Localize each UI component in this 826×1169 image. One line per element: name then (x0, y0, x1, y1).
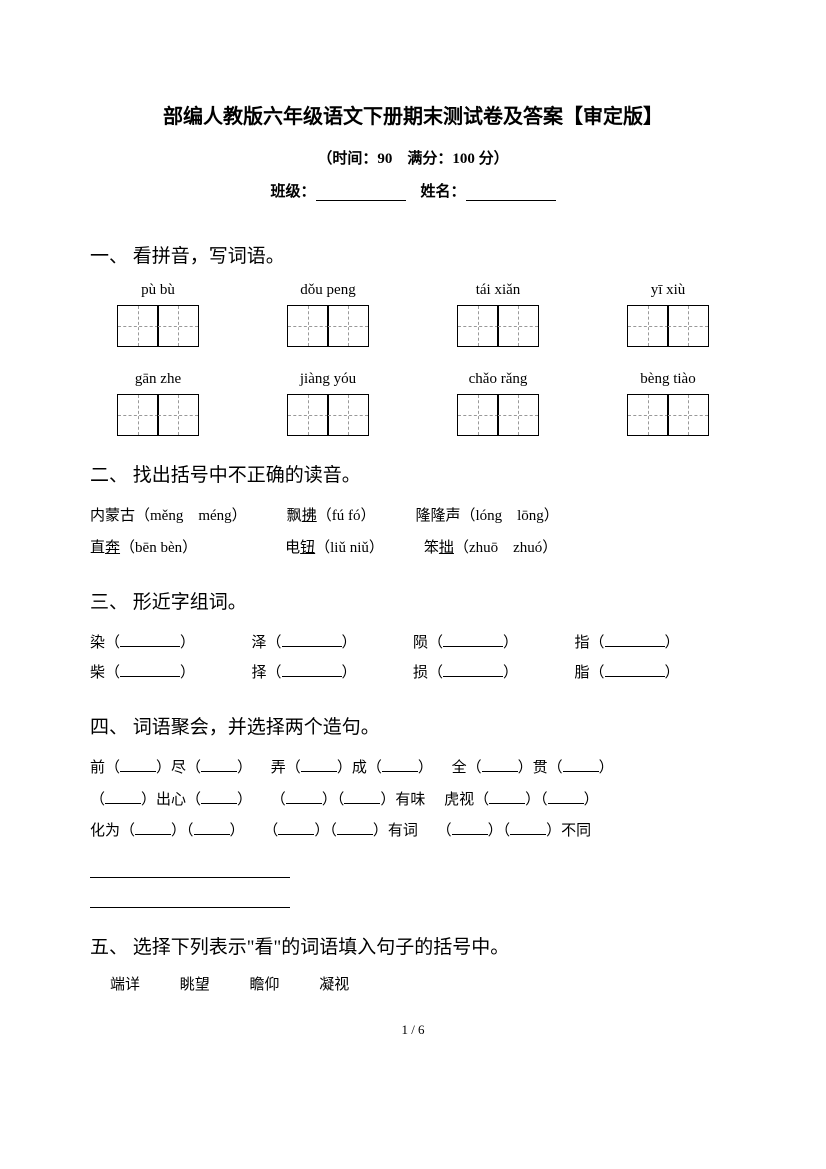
fill-blank[interactable] (605, 646, 665, 647)
name-blank[interactable] (466, 186, 556, 201)
fill-blank[interactable] (120, 646, 180, 647)
pinyin-label: jiàng yóu (268, 371, 388, 388)
q4-line: 化为（）（） （）（）有词 （）（）不同 (90, 816, 736, 848)
pinyin-item: pù bù (98, 282, 218, 347)
section4-heading: 四、 词语聚会，并选择两个造句。 (90, 712, 736, 739)
pinyin-label: tái xiǎn (438, 282, 558, 299)
fill-blank[interactable] (282, 646, 342, 647)
q2-item: 内蒙古（měng méng） (90, 501, 247, 531)
char-box-group[interactable] (608, 305, 728, 347)
q3-item: 损（） (413, 658, 575, 688)
pinyin-item: yī xiù (608, 282, 728, 347)
section5-heading: 五、 选择下列表示"看"的词语填入句子的括号中。 (90, 932, 736, 959)
fill-blank[interactable] (382, 771, 418, 772)
q2-item: 隆隆声（lóng lōng） (415, 501, 558, 531)
info-line: 班级： 姓名： (90, 180, 736, 201)
q3-item: 择（） (252, 658, 414, 688)
pinyin-item: dǒu peng (268, 282, 388, 347)
fill-blank[interactable] (201, 771, 237, 772)
char-box-group[interactable] (98, 305, 218, 347)
document-subtitle: （时间：90 满分：100 分） (90, 147, 736, 168)
q3-row: 柴（） 择（） 损（） 脂（） (90, 658, 736, 688)
pinyin-item: bèng tiào (608, 371, 728, 436)
fill-blank[interactable] (344, 803, 380, 804)
q2-item: 笨拙（zhuō zhuó） (424, 533, 557, 563)
fill-blank[interactable] (489, 803, 525, 804)
name-label: 姓名： (421, 184, 466, 200)
q2-row: 内蒙古（měng méng） 飘拂（fú fó） 隆隆声（lóng lōng） (90, 501, 736, 531)
fill-blank[interactable] (135, 834, 171, 835)
q2-item: 飘拂（fú fó） (287, 501, 376, 531)
word-option: 瞻仰 (250, 977, 280, 993)
fill-blank[interactable] (605, 676, 665, 677)
fill-blank[interactable] (482, 771, 518, 772)
q3-item: 陨（） (413, 628, 575, 658)
char-box-group[interactable] (268, 394, 388, 436)
char-box-group[interactable] (268, 305, 388, 347)
q3-item: 柴（） (90, 658, 252, 688)
fill-blank[interactable] (452, 834, 488, 835)
fill-blank[interactable] (443, 646, 503, 647)
fill-blank[interactable] (105, 803, 141, 804)
section1-heading: 一、 看拼音，写词语。 (90, 241, 736, 268)
pinyin-item: tái xiǎn (438, 282, 558, 347)
fill-blank[interactable] (563, 771, 599, 772)
fill-blank[interactable] (337, 834, 373, 835)
fill-blank[interactable] (301, 771, 337, 772)
char-box-group[interactable] (438, 394, 558, 436)
pinyin-label: yī xiù (608, 282, 728, 299)
q2-row: 直奔（bēn bèn） 电钮（liǔ niǔ） 笨拙（zhuō zhuó） (90, 533, 736, 563)
pinyin-item: gān zhe (98, 371, 218, 436)
q5-words: 端详 眺望 瞻仰 凝视 (90, 973, 736, 994)
char-box-group[interactable] (438, 305, 558, 347)
q4-line: （）出心（） （）（）有味 虎视（）（） (90, 785, 736, 817)
word-option: 凝视 (319, 977, 349, 993)
word-option: 眺望 (180, 977, 210, 993)
q2-item: 直奔（bēn bèn） (90, 533, 197, 563)
q2-item: 电钮（liǔ niǔ） (285, 533, 384, 563)
fill-blank[interactable] (194, 834, 230, 835)
sentence-line[interactable] (90, 886, 290, 908)
section3-heading: 三、 形近字组词。 (90, 587, 736, 614)
pinyin-label: dǒu peng (268, 282, 388, 299)
sentence-line[interactable] (90, 856, 290, 878)
fill-blank[interactable] (510, 834, 546, 835)
document-title: 部编人教版六年级语文下册期末测试卷及答案【审定版】 (90, 100, 736, 129)
fill-blank[interactable] (120, 676, 180, 677)
class-label: 班级： (270, 184, 315, 200)
pinyin-label: bèng tiào (608, 371, 728, 388)
pinyin-label: chǎo rǎng (438, 371, 558, 388)
q3-item: 染（） (90, 628, 252, 658)
q4-line: 前（）尽（） 弄（）成（） 全（）贯（） (90, 753, 736, 785)
pinyin-item: jiàng yóu (268, 371, 388, 436)
page-number: 1 / 6 (90, 1022, 736, 1038)
fill-blank[interactable] (548, 803, 584, 804)
pinyin-label: gān zhe (98, 371, 218, 388)
q3-item: 脂（） (575, 658, 737, 688)
q3-item: 指（） (575, 628, 737, 658)
char-box-group[interactable] (98, 394, 218, 436)
char-box-group[interactable] (608, 394, 728, 436)
pinyin-label: pù bù (98, 282, 218, 299)
fill-blank[interactable] (201, 803, 237, 804)
pinyin-row-1: pù bù dǒu peng tái xiǎn yī xiù (90, 282, 736, 347)
q3-item: 泽（） (252, 628, 414, 658)
pinyin-item: chǎo rǎng (438, 371, 558, 436)
fill-blank[interactable] (120, 771, 156, 772)
section2-heading: 二、 找出括号中不正确的读音。 (90, 460, 736, 487)
fill-blank[interactable] (443, 676, 503, 677)
word-option: 端详 (110, 977, 140, 993)
fill-blank[interactable] (278, 834, 314, 835)
fill-blank[interactable] (286, 803, 322, 804)
fill-blank[interactable] (282, 676, 342, 677)
q3-row: 染（） 泽（） 陨（） 指（） (90, 628, 736, 658)
pinyin-row-2: gān zhe jiàng yóu chǎo rǎng bèng tiào (90, 371, 736, 436)
class-blank[interactable] (316, 186, 406, 201)
